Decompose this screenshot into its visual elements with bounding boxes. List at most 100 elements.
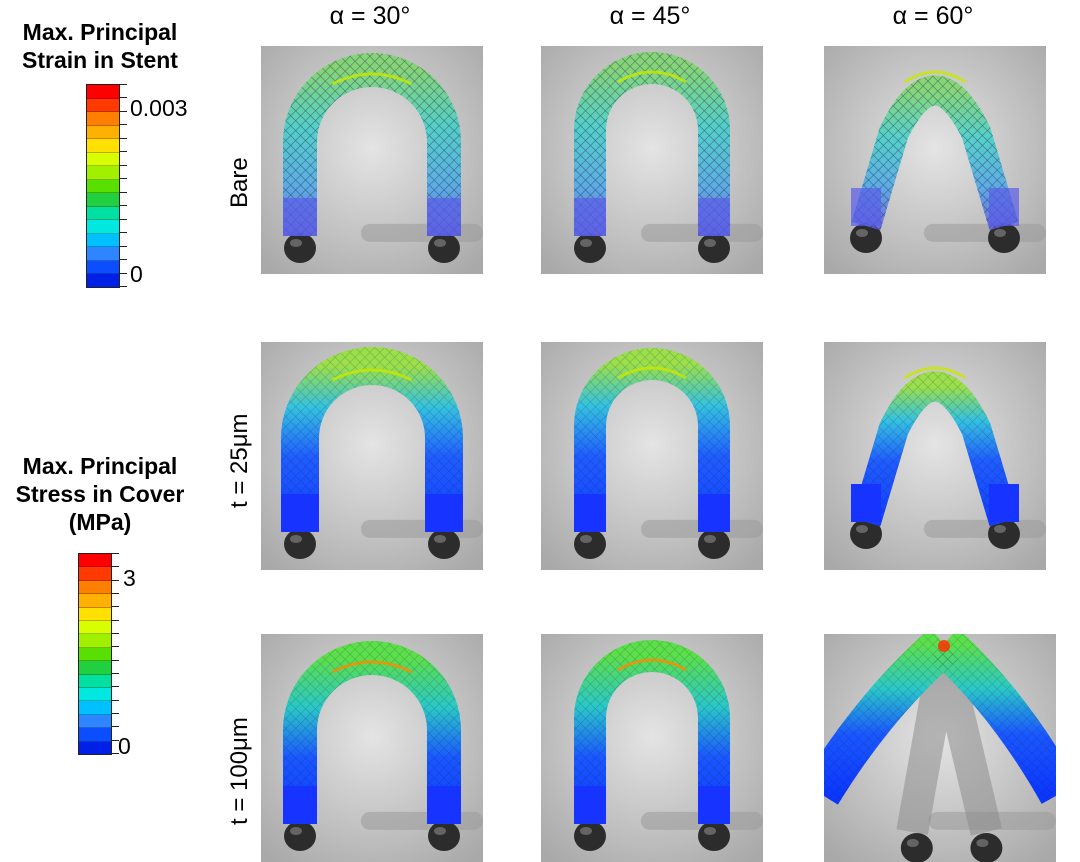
colorbar-segment: [79, 728, 111, 742]
mandrel-tip: [698, 233, 730, 263]
colorbar-tick: [111, 579, 119, 581]
stress-min-label: 0: [118, 733, 131, 759]
colorbar-tick: [119, 137, 127, 139]
panel-bare-45: [541, 46, 763, 274]
colorbar-segment: [79, 567, 111, 581]
stent-figure: [541, 342, 763, 570]
stent-end-segment: [427, 198, 461, 236]
row-heading-100um: t = 100μm: [226, 717, 253, 825]
stent-end-segment: [425, 494, 463, 532]
stress-legend-title: Max. Principal Stress in Cover (MPa): [2, 452, 198, 536]
stent-figure: [824, 342, 1046, 570]
mandrel-tip: [284, 233, 316, 263]
colorbar-segment: [87, 193, 119, 207]
fixture-bar: [360, 519, 483, 538]
stress-hotspot: [938, 640, 950, 652]
colorbar-segment: [87, 274, 119, 287]
colorbar-tick: [119, 110, 127, 112]
colorbar-segment: [79, 554, 111, 568]
colorbar-tick: [119, 259, 127, 261]
colorbar-segment: [87, 98, 119, 113]
strain-legend-title-line2: Strain in Stent: [22, 47, 178, 73]
colorbar-tick: [119, 164, 127, 166]
mandrel-tip: [574, 233, 606, 263]
mandrel-tip: [428, 233, 460, 263]
row-heading-25um: t = 25μm: [226, 413, 253, 508]
colorbar-segment: [79, 621, 111, 635]
stent-end-segment: [698, 494, 730, 532]
colorbar-segment: [79, 714, 111, 729]
mandrel-tip: [574, 529, 606, 559]
stent-mesh: [281, 347, 463, 532]
panel-100um-30: [261, 634, 483, 862]
column-heading-30: α = 30°: [329, 2, 411, 30]
colorbar-tick: [111, 633, 119, 634]
colorbar-tick: [111, 646, 119, 648]
stent-end-segment: [698, 786, 730, 824]
stress-legend-title-line3: (MPa): [68, 509, 132, 535]
strain-legend-title: Max. Principal Strain in Stent: [2, 18, 198, 74]
stress-legend-title-line1: Max. Principal: [22, 453, 178, 479]
stent-end-segment: [574, 198, 606, 236]
mandrel-tip: [574, 821, 606, 851]
stent-figure: [824, 46, 1046, 274]
colorbar-tick: [111, 699, 119, 701]
colorbar-segment: [87, 260, 119, 275]
stress-hotspot: [903, 70, 967, 84]
colorbar-tick: [111, 713, 119, 714]
colorbar-segment: [79, 661, 111, 675]
colorbar-segment: [79, 607, 111, 622]
colorbar-tick: [111, 673, 119, 674]
colorbar-segment: [79, 674, 111, 689]
mandrel-tip: [284, 529, 316, 559]
panel-25um-60: [824, 342, 1046, 570]
stent-end-segment: [698, 198, 730, 236]
colorbar-tick: [119, 218, 127, 220]
colorbar-tick: [119, 178, 127, 180]
fixture-bar: [360, 811, 483, 830]
stent-mesh: [851, 371, 1019, 527]
mandrel-tip: [900, 833, 933, 862]
colorbar-segment: [87, 85, 119, 99]
stent-figure: [261, 46, 483, 274]
stent-end-segment: [989, 484, 1019, 522]
mandrel-tip: [698, 529, 730, 559]
colorbar-segment: [87, 233, 119, 248]
stent-figure: [541, 46, 763, 274]
mandrel-tip: [428, 821, 460, 851]
colorbar-segment: [79, 741, 111, 755]
stent-mesh: [824, 634, 958, 805]
colorbar-tick: [111, 553, 119, 554]
colorbar-segment: [87, 166, 119, 180]
colorbar-tick: [111, 753, 119, 754]
stent-end-segment: [283, 786, 317, 824]
stent-end-segment: [574, 494, 606, 532]
colorbar-segment: [79, 634, 111, 648]
stent-end-segment: [281, 494, 319, 532]
stress-legend-title-line2: Stress in Cover: [15, 481, 185, 507]
stent-figure: [824, 634, 1056, 862]
colorbar-segment: [79, 701, 111, 715]
colorbar-segment: [79, 580, 111, 595]
colorbar-tick: [119, 151, 127, 153]
panel-100um-60: [824, 634, 1056, 862]
stress-hotspot: [331, 368, 413, 382]
colorbar-segment: [87, 125, 119, 140]
stress-hotspot: [331, 660, 413, 674]
colorbar-tick: [111, 606, 119, 608]
strain-colorbar-ticks: [119, 84, 129, 287]
colorbar-tick: [111, 593, 119, 594]
stent-figure: [261, 342, 483, 570]
colorbar-tick: [111, 739, 119, 741]
column-heading-45: α = 45°: [609, 2, 691, 30]
colorbar-tick: [119, 97, 127, 99]
stent-figure: [261, 634, 483, 862]
column-heading-60: α = 60°: [892, 2, 974, 30]
colorbar-segment: [79, 647, 111, 662]
stent-mesh: [283, 641, 461, 824]
panel-bare-60: [824, 46, 1046, 274]
colorbar-segment: [87, 139, 119, 153]
colorbar-tick: [111, 726, 119, 728]
stent-figure: [541, 634, 763, 862]
stent-mesh: [929, 634, 1056, 804]
